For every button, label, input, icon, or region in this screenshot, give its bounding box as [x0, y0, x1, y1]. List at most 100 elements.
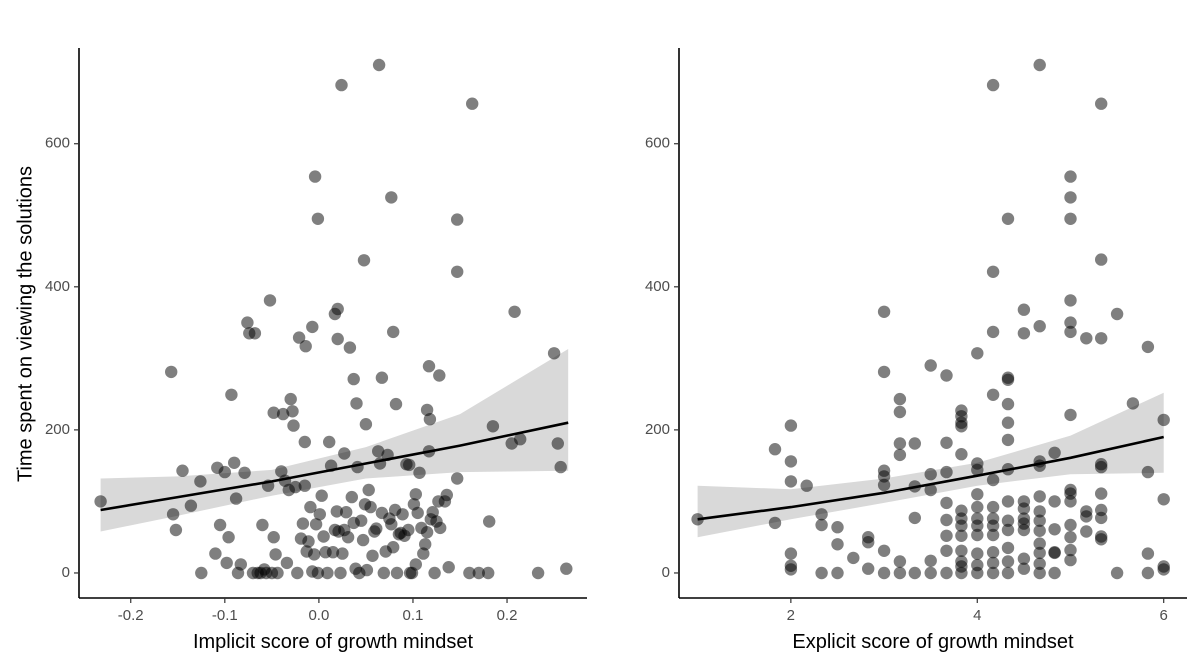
fit-line	[697, 435, 1164, 521]
data-point	[784, 455, 798, 468]
data-point	[940, 544, 953, 557]
data-point	[1033, 320, 1046, 333]
data-point	[955, 566, 968, 580]
data-point	[986, 265, 1000, 278]
data-point	[1001, 212, 1015, 225]
data-point	[784, 419, 798, 432]
data-point	[364, 500, 377, 514]
data-point	[1001, 541, 1015, 555]
data-point	[986, 528, 1000, 542]
data-point	[893, 437, 907, 450]
data-point	[340, 506, 353, 519]
data-point	[372, 58, 386, 72]
data-point	[417, 547, 430, 560]
data-point	[228, 456, 241, 469]
data-point	[311, 566, 325, 580]
data-point	[940, 496, 953, 510]
data-point	[451, 472, 464, 485]
data-point	[331, 332, 344, 346]
data-point	[296, 517, 310, 530]
data-point	[508, 305, 521, 318]
data-point	[1064, 495, 1077, 508]
data-point	[234, 558, 247, 571]
data-point	[971, 519, 984, 532]
data-point	[862, 536, 875, 549]
data-point	[411, 506, 424, 520]
data-point	[1157, 563, 1170, 576]
data-point	[955, 544, 968, 557]
data-point	[355, 514, 368, 527]
data-point	[971, 488, 984, 501]
data-point	[218, 465, 231, 479]
data-point	[194, 475, 207, 488]
data-point	[385, 191, 398, 204]
data-point	[877, 365, 891, 379]
data-point	[531, 566, 545, 580]
data-point	[482, 566, 495, 580]
data-point	[1017, 552, 1031, 565]
x-tick-label: -0.2	[118, 607, 144, 624]
data-point	[299, 340, 312, 353]
data-point	[1064, 294, 1077, 307]
y-tick-label: 600	[45, 135, 70, 152]
data-point	[924, 359, 937, 372]
data-point	[986, 388, 1000, 401]
data-point	[1048, 523, 1061, 536]
data-point	[1001, 433, 1015, 447]
data-point	[1110, 307, 1124, 321]
data-point	[986, 566, 1000, 580]
data-point	[298, 479, 311, 492]
data-point	[1033, 557, 1046, 570]
data-point	[323, 435, 336, 449]
data-point	[986, 519, 1000, 532]
data-point	[955, 529, 968, 542]
data-point	[330, 505, 343, 518]
data-point	[463, 566, 476, 580]
x-tick-label: 0.1	[403, 607, 424, 624]
data-point	[1001, 566, 1015, 580]
data-point	[877, 544, 891, 557]
data-point	[768, 516, 782, 530]
data-point	[291, 566, 304, 580]
data-point	[877, 566, 891, 580]
data-point	[893, 566, 907, 580]
data-point	[1080, 510, 1093, 523]
x-axis-title: Implicit score of growth mindset	[193, 631, 474, 653]
data-point	[385, 518, 398, 531]
data-point	[362, 483, 375, 497]
data-point	[321, 566, 334, 580]
data-point	[908, 511, 921, 525]
data-point	[165, 365, 178, 379]
data-point	[1017, 523, 1031, 537]
data-point	[1141, 465, 1155, 479]
data-point	[924, 468, 937, 481]
data-point	[166, 508, 180, 521]
data-point	[768, 443, 782, 456]
data-point	[908, 566, 921, 580]
data-point	[434, 521, 447, 535]
data-point	[94, 495, 107, 508]
y-tick-label: 600	[645, 135, 670, 152]
data-point	[1033, 490, 1046, 503]
data-point	[387, 325, 400, 339]
y-tick-label: 200	[645, 421, 670, 438]
data-point	[402, 523, 415, 537]
data-point	[1141, 340, 1155, 354]
y-tick-label: 400	[645, 278, 670, 295]
data-point	[306, 320, 319, 334]
y-tick-label: 400	[45, 278, 70, 295]
data-point	[483, 515, 496, 528]
data-point	[195, 566, 208, 580]
data-point	[1141, 566, 1155, 580]
data-point	[220, 556, 233, 570]
data-point	[893, 392, 907, 406]
data-point	[308, 548, 321, 561]
data-point	[924, 566, 937, 580]
data-point	[1001, 514, 1015, 527]
data-point	[940, 566, 953, 580]
data-point	[426, 506, 439, 519]
data-point	[784, 475, 798, 488]
data-point	[1126, 397, 1140, 410]
data-point	[357, 254, 371, 267]
data-point	[338, 447, 351, 460]
